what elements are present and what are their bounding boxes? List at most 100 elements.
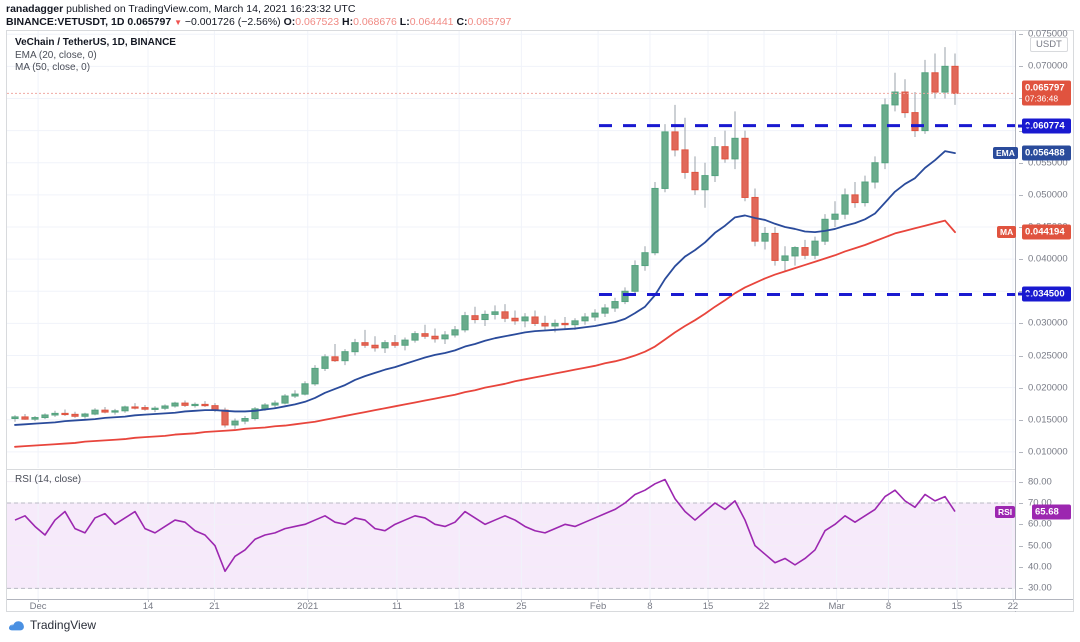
last-price-badge[interactable]: 0.065797 07:36:48 — [1022, 80, 1071, 106]
time-axis-label: Mar — [828, 601, 845, 612]
price-axis-label: 0.050000 — [1028, 189, 1068, 201]
axis-tick — [1019, 291, 1023, 293]
resistance-price-badge[interactable]: 0.060774 — [1022, 118, 1071, 134]
axis-tick — [649, 599, 651, 602]
pane-divider[interactable] — [7, 469, 1015, 470]
axis-tick — [459, 599, 461, 602]
axis-tick — [1019, 524, 1023, 526]
publish-line: ranadagger published on TradingView.com,… — [6, 2, 1080, 16]
legend-symbol-title: VeChain / TetherUS, 1D, BINANCE — [15, 37, 176, 48]
legend-ema: EMA (20, close, 0) — [15, 49, 97, 61]
price-axis-label: 0.055000 — [1028, 157, 1068, 169]
axis-tick — [521, 599, 523, 602]
rsi-tag-badge[interactable]: RSI — [995, 506, 1016, 519]
low-label: L: — [399, 16, 410, 28]
footer: TradingView — [8, 618, 96, 632]
time-axis-label: 8 — [885, 601, 892, 612]
ema-price-badge[interactable]: 0.056488 — [1022, 145, 1071, 161]
axis-tick — [1019, 588, 1023, 590]
axis-tick — [1019, 34, 1023, 36]
rsi-axis-label: 70.00 — [1028, 497, 1052, 509]
rsi-axis-label: 60.00 — [1028, 518, 1052, 530]
rsi-axis-label: 80.00 — [1028, 476, 1052, 488]
author-name: ranadagger — [6, 3, 64, 15]
axis-tick — [1019, 419, 1023, 421]
price-axis-label: 0.030000 — [1028, 317, 1068, 329]
open-value: 0.067523 — [295, 16, 340, 28]
axis-tick — [396, 599, 398, 602]
ma-price-badge[interactable]: 0.044194 — [1022, 224, 1071, 240]
axis-tick — [1019, 162, 1023, 164]
axis-tick — [836, 599, 838, 602]
quote-line: BINANCE:VETUSDT, 1D 0.065797 ▼ −0.001726… — [6, 16, 1080, 29]
time-axis-label: 2021 — [297, 601, 319, 612]
chart-header: ranadagger published on TradingView.com,… — [0, 0, 1080, 30]
symbol-label: BINANCE:VETUSDT, 1D — [6, 16, 125, 28]
legend-ma: MA (50, close, 0) — [15, 62, 91, 73]
level-color-swatch — [1018, 292, 1032, 296]
high-label: H: — [341, 16, 354, 28]
time-axis-label: 11 — [391, 601, 402, 612]
axis-tick — [38, 599, 40, 602]
price-axis[interactable]: USDT 0.0750000.0700000.0650000.0600000.0… — [1016, 28, 1073, 599]
time-axis-label: 15 — [951, 601, 963, 612]
price-axis-label: 0.075000 — [1028, 28, 1068, 40]
axis-tick — [1019, 503, 1023, 504]
time-axis-label: 25 — [516, 601, 527, 612]
price-axis-label: 0.040000 — [1028, 253, 1068, 265]
down-arrow-icon: ▼ — [174, 18, 182, 27]
axis-tick — [1019, 545, 1023, 547]
open-label: O: — [283, 16, 296, 28]
axis-tick — [1019, 227, 1023, 228]
chart-frame[interactable]: VeChain / TetherUS, 1D, BINANCE EMA (20,… — [6, 28, 1074, 612]
axis-tick — [307, 599, 309, 602]
axis-tick — [1019, 387, 1023, 389]
publish-info: published on TradingView.com, March 14, … — [66, 3, 356, 15]
ema-tag-badge[interactable]: EMA — [993, 147, 1018, 160]
axis-tick — [1012, 599, 1014, 602]
rsi-value-badge[interactable]: 65.68 — [1032, 504, 1071, 520]
axis-tick — [214, 599, 216, 602]
countdown-timer: 07:36:48 — [1025, 93, 1059, 104]
axis-tick — [1019, 481, 1023, 483]
time-axis-label: 22 — [758, 601, 770, 612]
price-axis-label: 0.070000 — [1028, 60, 1068, 72]
time-axis-label: 8 — [647, 601, 653, 612]
high-value: 0.068676 — [353, 16, 397, 28]
rsi-axis-label: 40.00 — [1028, 561, 1052, 573]
rsi-pane[interactable]: RSI (14, close) — [7, 471, 1015, 599]
axis-tick — [1019, 323, 1023, 325]
axis-tick — [1019, 451, 1023, 453]
price-axis-label: 0.010000 — [1028, 446, 1068, 458]
tradingview-brand: TradingView — [30, 618, 97, 632]
axis-tick — [1019, 98, 1023, 100]
time-axis-label: 14 — [142, 601, 154, 612]
price-change: −0.001726 (−2.56%) — [184, 16, 281, 28]
price-axis-label: 0.015000 — [1028, 414, 1068, 426]
time-axis-label: 21 — [209, 601, 220, 612]
axis-divider — [1015, 31, 1016, 612]
rsi-legend: RSI (14, close) — [15, 474, 82, 485]
support-price-badge[interactable]: 0.034500 — [1022, 286, 1071, 302]
level-color-swatch — [1018, 124, 1032, 128]
axis-tick — [764, 599, 766, 602]
axis-tick — [1019, 259, 1023, 261]
axis-tick — [1019, 130, 1023, 132]
axis-tick — [148, 599, 150, 602]
axis-tick — [888, 599, 890, 602]
time-axis-label: 15 — [702, 601, 714, 612]
ma-tag-badge[interactable]: MA — [997, 226, 1017, 239]
low-value: 0.064441 — [409, 16, 454, 28]
axis-tick — [1019, 194, 1023, 196]
price-plot — [7, 31, 1015, 468]
price-pane[interactable]: VeChain / TetherUS, 1D, BINANCE EMA (20,… — [7, 31, 1015, 468]
last-price: 0.065797 — [127, 16, 172, 28]
currency-badge: USDT — [1030, 37, 1068, 52]
price-axis-label: 0.025000 — [1028, 350, 1068, 362]
rsi-axis-label: 30.00 — [1028, 582, 1052, 594]
tradingview-logo-icon — [8, 619, 25, 632]
close-label: C: — [456, 16, 468, 28]
time-axis[interactable]: Dec 14 21 2021 11 18 25 Feb 8 15 22 Mar 8 15 22 — [7, 599, 1073, 612]
price-legend: VeChain / TetherUS, 1D, BINANCE EMA (20,… — [15, 37, 176, 75]
